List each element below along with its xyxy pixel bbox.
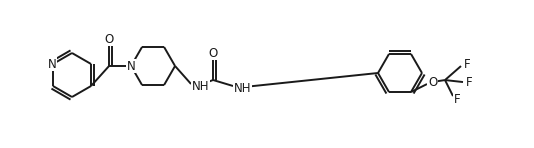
- Text: O: O: [208, 46, 218, 59]
- Text: F: F: [466, 75, 473, 89]
- Text: F: F: [454, 92, 461, 106]
- Text: O: O: [105, 33, 114, 45]
- Text: F: F: [464, 58, 470, 71]
- Text: NH: NH: [192, 79, 209, 92]
- Text: N: N: [127, 59, 136, 73]
- Text: N: N: [127, 59, 136, 73]
- Text: NH: NH: [234, 82, 252, 95]
- Text: N: N: [48, 58, 56, 70]
- Text: O: O: [428, 75, 437, 89]
